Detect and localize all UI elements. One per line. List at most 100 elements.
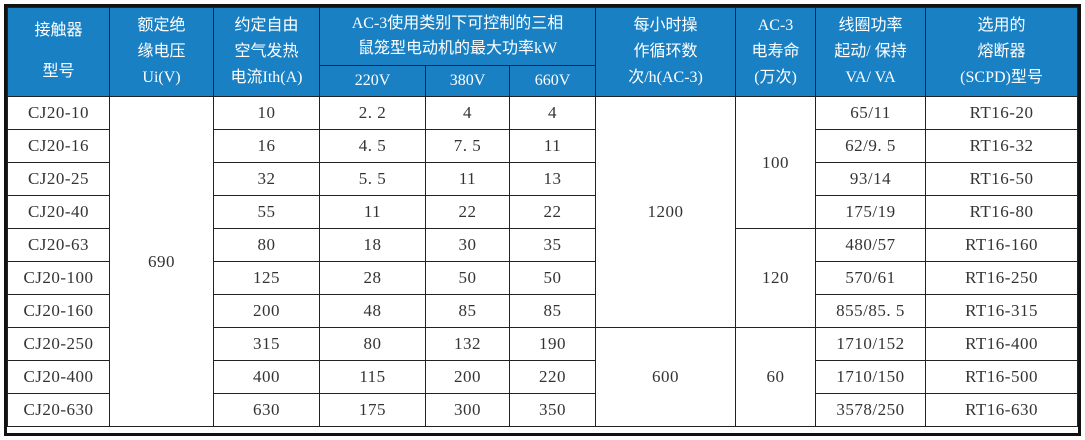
model-cell: CJ20-160 — [7, 294, 110, 328]
cycles-cell-bottom: 600 — [595, 327, 737, 427]
table-row: CJ20-160 200 48 85 85 855/85. 5 RT16-315 — [7, 294, 1078, 328]
power-660v-cell: 4 — [508, 96, 597, 130]
power-220v-cell: 175 — [319, 393, 426, 427]
model-cell: CJ20-630 — [7, 393, 110, 427]
power-660v-cell: 85 — [508, 294, 597, 328]
ith-cell: 55 — [213, 195, 320, 229]
header-operating-cycles: 每小时操 作循环数 次/h(AC-3) — [595, 7, 737, 97]
ith-cell: 630 — [213, 393, 320, 427]
table-row: CJ20-10 690 10 2. 2 4 4 1200 100 65/11 R… — [7, 96, 1078, 427]
table-outer-frame: 接触器 型号 额定绝 缘电压 Ui(V) 约定自由 空气发热 电流Ith(A) … — [4, 4, 1081, 436]
table-row: CJ20-250 315 80 132 190 600 60 1710/152 … — [7, 327, 1078, 427]
power-380v-cell: 300 — [425, 393, 510, 427]
header-coil-power: 线圈功率 起动/ 保持 VA/ VA — [815, 7, 927, 97]
model-cell: CJ20-16 — [7, 129, 110, 163]
model-cell: CJ20-100 — [7, 261, 110, 295]
table-row: CJ20-63 80 18 30 35 120 480/57 RT16-160 — [7, 228, 1078, 328]
ith-cell: 10 — [213, 96, 320, 130]
coil-power-cell: 480/57 — [815, 228, 927, 262]
power-220v-cell: 4. 5 — [319, 129, 426, 163]
fuse-cell: RT16-20 — [925, 96, 1078, 130]
header-fuse-type: 选用的 熔断器 (SCPD)型号 — [925, 7, 1078, 97]
model-cell: CJ20-250 — [7, 327, 110, 361]
power-380v-cell: 7. 5 — [425, 129, 510, 163]
cycles-cell-top: 1200 — [595, 96, 737, 328]
coil-power-cell: 65/11 — [815, 96, 927, 130]
power-660v-cell: 50 — [508, 261, 597, 295]
fuse-cell: RT16-400 — [925, 327, 1078, 361]
header-electrical-life: AC-3 电寿命 (万次) — [735, 7, 817, 97]
power-220v-cell: 48 — [319, 294, 426, 328]
table-row: CJ20-25 32 5. 5 11 13 93/14 RT16-50 — [7, 162, 1078, 196]
table-header: 接触器 型号 额定绝 缘电压 Ui(V) 约定自由 空气发热 电流Ith(A) … — [7, 7, 1078, 97]
model-cell: CJ20-40 — [7, 195, 110, 229]
power-220v-cell: 5. 5 — [319, 162, 426, 196]
ith-cell: 200 — [213, 294, 320, 328]
power-380v-cell: 11 — [425, 162, 510, 196]
header-insulation-voltage: 额定绝 缘电压 Ui(V) — [109, 7, 214, 97]
coil-power-cell: 93/14 — [815, 162, 927, 196]
life-cell-mid: 120 — [735, 228, 817, 328]
contactor-spec-table: 接触器 型号 额定绝 缘电压 Ui(V) 约定自由 空气发热 电流Ith(A) … — [7, 7, 1078, 427]
power-380v-cell: 200 — [425, 360, 510, 394]
header-ac3-power-group: AC-3使用类别下可控制的三相 鼠笼型电动机的最大功率kW — [318, 7, 597, 66]
table-row: CJ20-630 630 175 300 350 3578/250 RT16-6… — [7, 393, 1078, 427]
power-380v-cell: 30 — [425, 228, 510, 262]
insulation-voltage-cell: 690 — [109, 96, 214, 427]
table-body: CJ20-10 690 10 2. 2 4 4 1200 100 65/11 R… — [7, 96, 1078, 427]
power-380v-cell: 50 — [425, 261, 510, 295]
model-cell: CJ20-400 — [7, 360, 110, 394]
fuse-cell: RT16-630 — [925, 393, 1078, 427]
coil-power-cell: 1710/152 — [815, 327, 927, 361]
power-660v-cell: 350 — [508, 393, 597, 427]
power-660v-cell: 11 — [508, 129, 597, 163]
fuse-cell: RT16-250 — [925, 261, 1078, 295]
power-220v-cell: 80 — [319, 327, 426, 361]
power-380v-cell: 85 — [425, 294, 510, 328]
fuse-cell: RT16-500 — [925, 360, 1078, 394]
fuse-cell: RT16-160 — [925, 228, 1078, 262]
power-380v-cell: 22 — [425, 195, 510, 229]
power-220v-cell: 18 — [319, 228, 426, 262]
coil-power-cell: 3578/250 — [815, 393, 927, 427]
model-cell: CJ20-25 — [7, 162, 110, 196]
life-cell-bottom: 60 — [735, 327, 817, 427]
coil-power-cell: 62/9. 5 — [815, 129, 927, 163]
power-220v-cell: 28 — [319, 261, 426, 295]
power-220v-cell: 11 — [319, 195, 426, 229]
header-380v: 380V — [425, 65, 510, 97]
ith-cell: 125 — [213, 261, 320, 295]
power-220v-cell: 115 — [319, 360, 426, 394]
model-cell: CJ20-63 — [7, 228, 110, 262]
fuse-cell: RT16-315 — [925, 294, 1078, 328]
header-660v: 660V — [508, 65, 597, 97]
coil-power-cell: 570/61 — [815, 261, 927, 295]
ith-cell: 400 — [213, 360, 320, 394]
power-660v-cell: 35 — [508, 228, 597, 262]
power-660v-cell: 22 — [508, 195, 597, 229]
table-row: CJ20-100 125 28 50 50 570/61 RT16-250 — [7, 261, 1078, 295]
fuse-cell: RT16-50 — [925, 162, 1078, 196]
model-cell: CJ20-10 — [7, 96, 110, 130]
coil-power-cell: 175/19 — [815, 195, 927, 229]
coil-power-cell: 1710/150 — [815, 360, 927, 394]
power-660v-cell: 220 — [508, 360, 597, 394]
header-model: 接触器 型号 — [7, 7, 110, 97]
power-660v-cell: 13 — [508, 162, 597, 196]
header-thermal-current: 约定自由 空气发热 电流Ith(A) — [213, 7, 320, 97]
power-220v-cell: 2. 2 — [319, 96, 426, 130]
life-cell-top: 100 — [735, 96, 817, 229]
table-row: CJ20-16 16 4. 5 7. 5 11 62/9. 5 RT16-32 — [7, 129, 1078, 163]
ith-cell: 16 — [213, 129, 320, 163]
header-220v: 220V — [319, 65, 426, 97]
power-380v-cell: 132 — [425, 327, 510, 361]
power-660v-cell: 190 — [508, 327, 597, 361]
fuse-cell: RT16-80 — [925, 195, 1078, 229]
ith-cell: 80 — [213, 228, 320, 262]
power-380v-cell: 4 — [425, 96, 510, 130]
ith-cell: 315 — [213, 327, 320, 361]
fuse-cell: RT16-32 — [925, 129, 1078, 163]
coil-power-cell: 855/85. 5 — [815, 294, 927, 328]
table-row: CJ20-400 400 115 200 220 1710/150 RT16-5… — [7, 360, 1078, 394]
